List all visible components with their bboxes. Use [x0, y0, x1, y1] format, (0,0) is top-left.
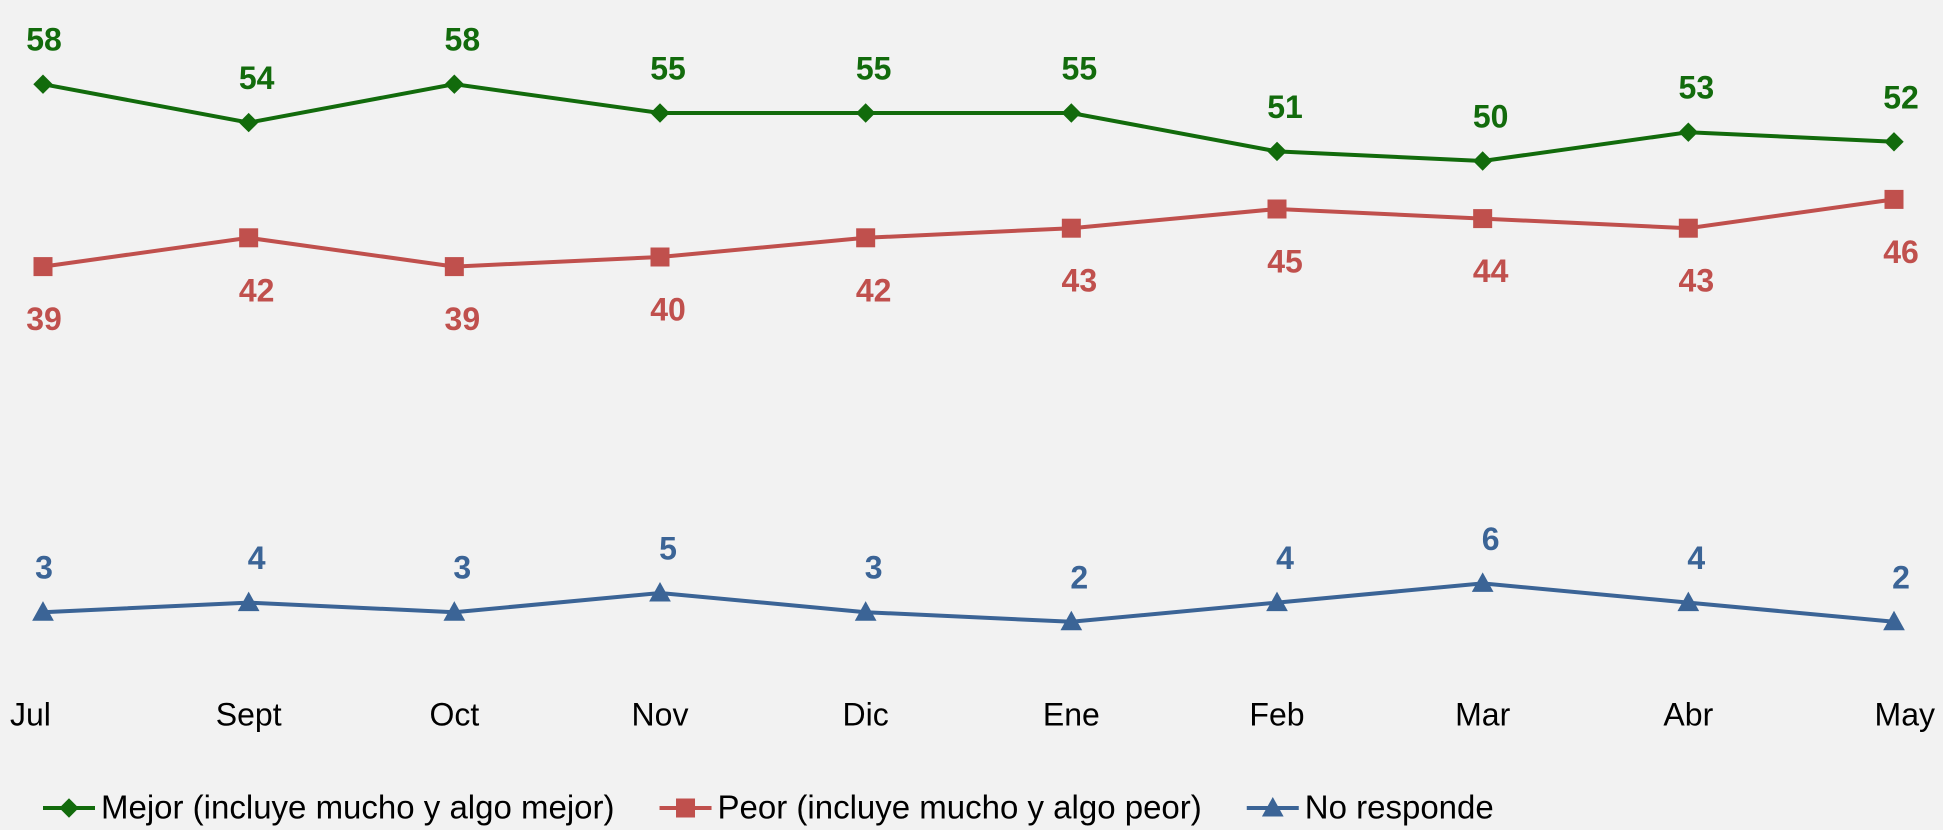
data-label: 43: [1679, 263, 1715, 299]
data-point: [444, 257, 464, 277]
data-label: 4: [1687, 540, 1705, 576]
data-point: [1061, 103, 1082, 123]
data-point: [855, 103, 876, 123]
data-point: [444, 74, 465, 94]
data-point: [1473, 209, 1493, 229]
legend-marker: [59, 798, 79, 818]
x-tick-label: Dic: [843, 696, 889, 732]
data-label: 3: [865, 550, 883, 586]
series-line: [42, 197, 1895, 269]
data-label: 44: [1473, 253, 1509, 289]
data-label: 42: [856, 272, 892, 308]
data-label: 3: [35, 550, 53, 586]
x-tick-label: Ene: [1043, 696, 1100, 732]
data-point: [1267, 141, 1287, 162]
data-point: [1266, 591, 1288, 612]
data-point: [1267, 199, 1287, 219]
x-tick-label: Mar: [1455, 696, 1510, 732]
x-tick-label: Abr: [1663, 696, 1713, 732]
data-point: [650, 247, 670, 267]
data-label: 58: [445, 22, 481, 58]
data-label: 2: [1892, 559, 1910, 595]
data-label: 40: [650, 291, 686, 327]
legend-marker: [1261, 796, 1284, 817]
data-label: 55: [856, 50, 892, 86]
data-label: 5: [659, 530, 677, 566]
data-point: [1471, 572, 1494, 592]
data-label: 6: [1482, 521, 1500, 557]
data-label: 2: [1070, 559, 1088, 595]
data-label: 4: [248, 540, 266, 576]
data-point: [1472, 151, 1493, 171]
x-tick-label: Sept: [216, 696, 282, 732]
data-label: 42: [239, 272, 275, 308]
x-tick-label: Jul: [10, 696, 51, 732]
data-point: [1884, 132, 1904, 152]
legend-marker: [676, 798, 696, 818]
data-point: [33, 74, 53, 94]
data-label: 53: [1679, 70, 1715, 106]
series-line: [42, 82, 1895, 164]
data-label: 45: [1267, 243, 1303, 279]
data-point: [238, 112, 259, 133]
data-label: 43: [1062, 263, 1098, 299]
data-point: [239, 228, 259, 248]
data-label: 46: [1883, 234, 1919, 270]
data-point: [856, 228, 876, 248]
data-label: 50: [1473, 98, 1509, 134]
data-label: 51: [1267, 89, 1303, 125]
data-point: [1884, 189, 1904, 209]
data-point: [649, 581, 671, 602]
data-point: [1061, 218, 1081, 238]
data-point: [650, 103, 670, 123]
data-label: 52: [1883, 79, 1919, 115]
data-label: 58: [26, 22, 62, 58]
x-tick-label: May: [1875, 696, 1935, 732]
data-point: [1060, 610, 1083, 631]
data-point: [1883, 610, 1905, 631]
data-point: [33, 257, 53, 277]
data-label: 54: [239, 60, 275, 96]
data-point: [237, 591, 260, 612]
legend-label: Peor (incluye mucho y algo peor): [718, 789, 1202, 826]
data-label: 39: [26, 301, 62, 337]
series-line: [42, 581, 1895, 624]
legend-label: Mejor (incluye mucho y algo mejor): [101, 789, 615, 826]
data-label: 3: [453, 550, 471, 586]
x-tick-label: Feb: [1249, 696, 1304, 732]
data-label: 4: [1276, 540, 1294, 576]
data-label: 55: [1062, 50, 1098, 86]
data-point: [854, 601, 877, 621]
data-point: [1678, 122, 1699, 142]
legend-label: No responde: [1305, 789, 1494, 826]
data-point: [32, 601, 54, 621]
data-label: 55: [650, 50, 686, 86]
data-point: [1677, 591, 1700, 612]
x-tick-label: Oct: [429, 696, 479, 732]
data-point: [1678, 218, 1698, 238]
data-point: [443, 601, 466, 621]
x-tick-label: Nov: [632, 696, 689, 732]
data-label: 39: [445, 301, 481, 337]
